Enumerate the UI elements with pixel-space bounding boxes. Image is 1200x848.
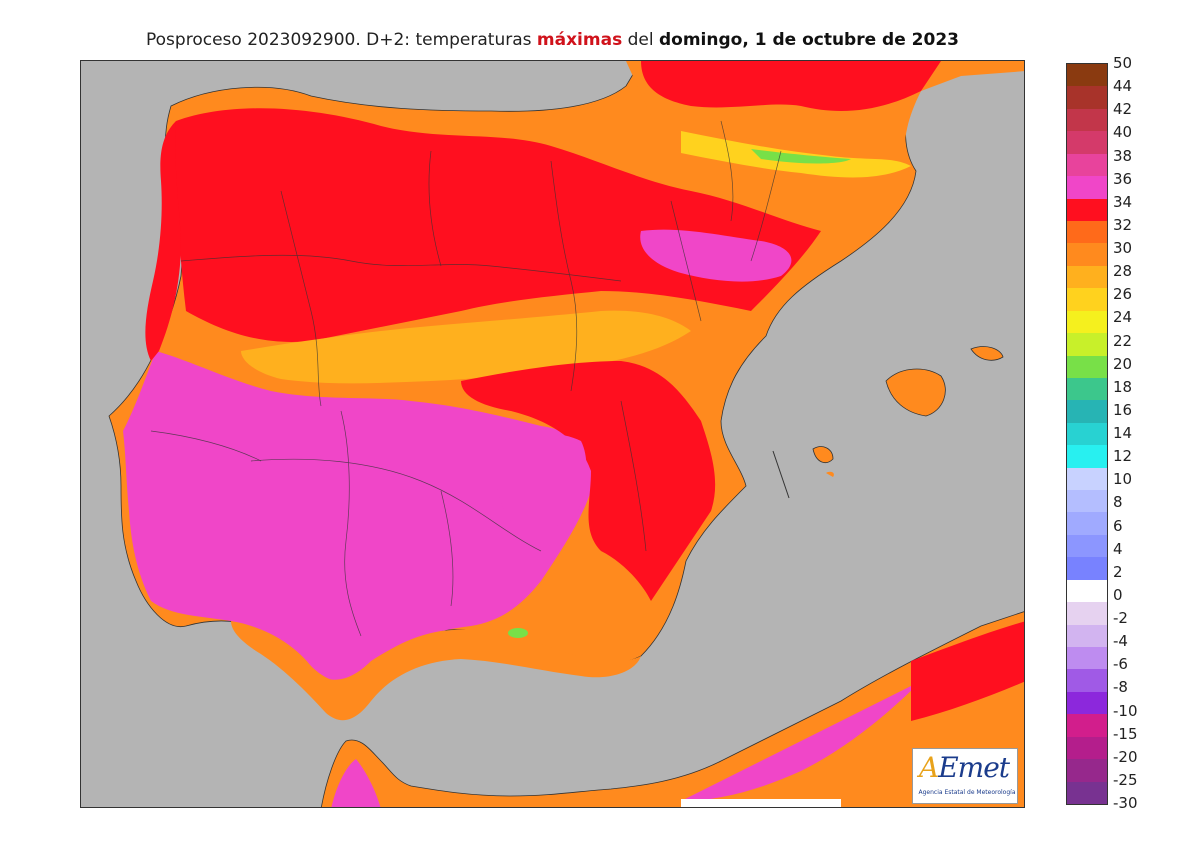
- legend-label: 20: [1113, 354, 1133, 373]
- map-title: Posproceso 2023092900. D+2: temperaturas…: [80, 30, 1025, 50]
- legend-swatch: [1067, 310, 1107, 334]
- legend-label: 24: [1113, 308, 1133, 327]
- legend-swatch: [1067, 759, 1107, 783]
- legend-swatch: [1067, 131, 1107, 155]
- legend-swatch: [1067, 512, 1107, 536]
- no-data-patch: [681, 799, 841, 807]
- legend-swatch: [1067, 176, 1107, 200]
- andalusia-coast: [231, 621, 641, 721]
- legend-label: 36: [1113, 169, 1133, 188]
- title-prefix: Posproceso 2023092900. D+2: temperaturas: [146, 30, 537, 50]
- legend-swatch: [1067, 108, 1107, 132]
- legend-swatch: [1067, 220, 1107, 244]
- legend-label: 6: [1113, 516, 1123, 535]
- legend-label: -20: [1113, 747, 1138, 766]
- legend-label: 32: [1113, 215, 1133, 234]
- aemet-logo-mark: AEmet: [919, 751, 1010, 784]
- legend-swatch: [1067, 534, 1107, 558]
- map-artifact-line: [772, 450, 790, 499]
- legend-label: 2: [1113, 562, 1123, 581]
- legend-label: 42: [1113, 100, 1133, 119]
- aemet-logo-subtitle: Agencia Estatal de Meteorología: [918, 789, 1016, 796]
- africa-magenta: [681, 681, 921, 801]
- legend-swatch: [1067, 490, 1107, 513]
- north-africa: [320, 611, 1024, 807]
- legend-swatch: [1067, 691, 1107, 715]
- ibiza: [812, 446, 834, 464]
- legend-swatch: [1067, 198, 1107, 222]
- legend-swatch: [1067, 445, 1107, 469]
- legend-label: -25: [1113, 770, 1138, 789]
- sierra-nevada-cool: [508, 628, 528, 638]
- legend-label: -10: [1113, 701, 1138, 720]
- legend-label: 50: [1113, 54, 1133, 72]
- legend-label: -30: [1113, 794, 1138, 812]
- temperature-map: [80, 60, 1025, 808]
- portugal-coast-red: [145, 121, 181, 361]
- south-magenta: [123, 351, 594, 680]
- title-date: domingo, 1 de octubre de 2023: [658, 30, 959, 50]
- legend-label: 16: [1113, 400, 1133, 419]
- legend-swatch: [1067, 243, 1107, 267]
- title-highlight: máximas: [536, 30, 623, 50]
- province-borders: [150, 120, 782, 637]
- legend-label: -15: [1113, 724, 1138, 743]
- legend-label: 10: [1113, 470, 1133, 489]
- iberian-magenta: [640, 229, 792, 282]
- legend-label: 28: [1113, 262, 1133, 281]
- legend-swatch: [1067, 714, 1107, 738]
- legend-swatch: [1067, 781, 1107, 805]
- legend-swatch: [1067, 422, 1107, 446]
- legend-label: 22: [1113, 331, 1133, 350]
- legend-label: 0: [1113, 585, 1123, 604]
- africa-magenta-west: [331, 759, 381, 807]
- legend-swatch: [1067, 288, 1107, 312]
- title-mid: del: [622, 30, 659, 50]
- legend-label: 18: [1113, 377, 1133, 396]
- legend-label: 4: [1113, 539, 1123, 558]
- legend-swatch: [1067, 355, 1107, 379]
- legend-label: 8: [1113, 493, 1123, 512]
- legend-swatch: [1067, 467, 1107, 491]
- legend-swatch: [1067, 64, 1107, 87]
- menorca: [970, 346, 1004, 361]
- legend-label: 40: [1113, 123, 1133, 142]
- legend-label: 34: [1113, 192, 1133, 211]
- legend-swatch: [1067, 400, 1107, 424]
- legend-label: -4: [1113, 632, 1128, 651]
- legend-label: 44: [1113, 77, 1133, 96]
- east-red-region: [461, 361, 716, 601]
- legend-swatch: [1067, 86, 1107, 110]
- legend-swatch: [1067, 557, 1107, 581]
- legend-swatch: [1067, 265, 1107, 289]
- legend-label: 38: [1113, 146, 1133, 165]
- legend-swatch: [1067, 669, 1107, 693]
- france-red: [641, 61, 941, 111]
- legend-swatch: [1067, 153, 1107, 177]
- legend-label: -6: [1113, 655, 1128, 674]
- legend-label: 30: [1113, 239, 1133, 257]
- color-legend: [1066, 63, 1108, 805]
- legend-swatch: [1067, 377, 1107, 401]
- legend-label: 14: [1113, 424, 1133, 442]
- legend-swatch: [1067, 736, 1107, 760]
- la-mancha-magenta: [495, 433, 587, 528]
- legend-swatch: [1067, 602, 1107, 626]
- legend-label: -8: [1113, 678, 1128, 697]
- pyrenees-green: [751, 149, 851, 164]
- legend-swatch: [1067, 579, 1107, 603]
- legend-swatch: [1067, 624, 1107, 648]
- formentera: [826, 471, 834, 477]
- legend-label: -2: [1113, 609, 1128, 627]
- north-red-band: [170, 108, 821, 342]
- legend-swatch: [1067, 333, 1107, 356]
- africa-red: [911, 621, 1024, 721]
- legend-label: 12: [1113, 447, 1133, 466]
- legend-label: 26: [1113, 285, 1133, 304]
- aemet-logo: AEmet Agencia Estatal de Meteorología: [912, 748, 1018, 804]
- mallorca: [885, 368, 946, 417]
- legend-swatch: [1067, 647, 1107, 670]
